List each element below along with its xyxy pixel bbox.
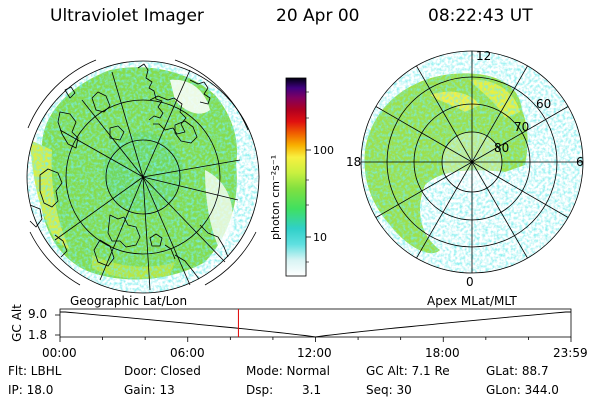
mlt-label-0: 0	[466, 275, 474, 289]
polar-labels: 12 18 6 0 60 70 80	[346, 49, 584, 289]
date-label: 20 Apr 00	[276, 6, 360, 26]
status-glat: GLat: 88.7	[486, 364, 549, 378]
status-dsp-value: 3.1	[302, 383, 322, 397]
colorbar: 100 10 photon cm⁻²s⁻¹	[269, 77, 334, 277]
lat-label-70: 70	[514, 120, 529, 134]
status-ip: IP: 18.0	[8, 383, 54, 397]
polar-map-caption: Apex MLat/MLT	[427, 294, 517, 308]
timeline-frame	[59, 308, 572, 338]
mlt-label-12: 12	[476, 49, 491, 63]
colorbar-ramp	[285, 77, 307, 277]
timeline-ylabel: GC Alt	[10, 304, 24, 342]
timeline-xtick-2359: 23:59	[553, 346, 588, 360]
colorbar-tick-100: 100	[313, 144, 334, 157]
timeline-xtick-1800: 18:00	[425, 346, 460, 360]
timeline-xtick-0000: 00:00	[42, 346, 77, 360]
altitude-curve	[60, 311, 571, 338]
geographic-map	[26, 59, 260, 294]
instrument-title: Ultraviolet Imager	[50, 6, 204, 26]
status-seq: Seq: 30	[366, 383, 412, 397]
status-filter: Flt: LBHL	[8, 364, 62, 378]
status-mode: Mode: Normal	[246, 364, 330, 378]
geo-coastlines	[29, 63, 229, 280]
status-door: Door: Closed	[124, 364, 201, 378]
timeline-ytick-max: 9.0	[28, 307, 48, 321]
timeline-xtick-1200: 12:00	[297, 346, 332, 360]
colorbar-unit-label: photon cm⁻²s⁻¹	[269, 155, 282, 240]
lat-label-60: 60	[536, 97, 551, 111]
mlt-label-18: 18	[346, 155, 361, 169]
geo-map-caption: Geographic Lat/Lon	[70, 294, 188, 308]
status-dsp-label: Dsp:	[246, 383, 274, 397]
colorbar-tick-10: 10	[313, 231, 327, 244]
timeline-ytick-min: 1.8	[28, 328, 48, 342]
time-label: 08:22:43 UT	[428, 6, 533, 26]
status-glon: GLon: 344.0	[486, 383, 559, 397]
altitude-timeline	[55, 308, 572, 342]
status-gc-alt: GC Alt: 7.1 Re	[366, 364, 450, 378]
status-gain: Gain: 13	[124, 383, 175, 397]
timeline-xtick-0600: 06:00	[170, 346, 205, 360]
mlt-label-6: 6	[576, 155, 584, 169]
polar-map: 12 18 6 0 60 70 80	[346, 49, 584, 289]
timeline-x-ticks	[59, 337, 572, 342]
geo-grid	[26, 59, 260, 294]
lat-label-80: 80	[494, 141, 509, 155]
polar-grid	[360, 50, 584, 274]
